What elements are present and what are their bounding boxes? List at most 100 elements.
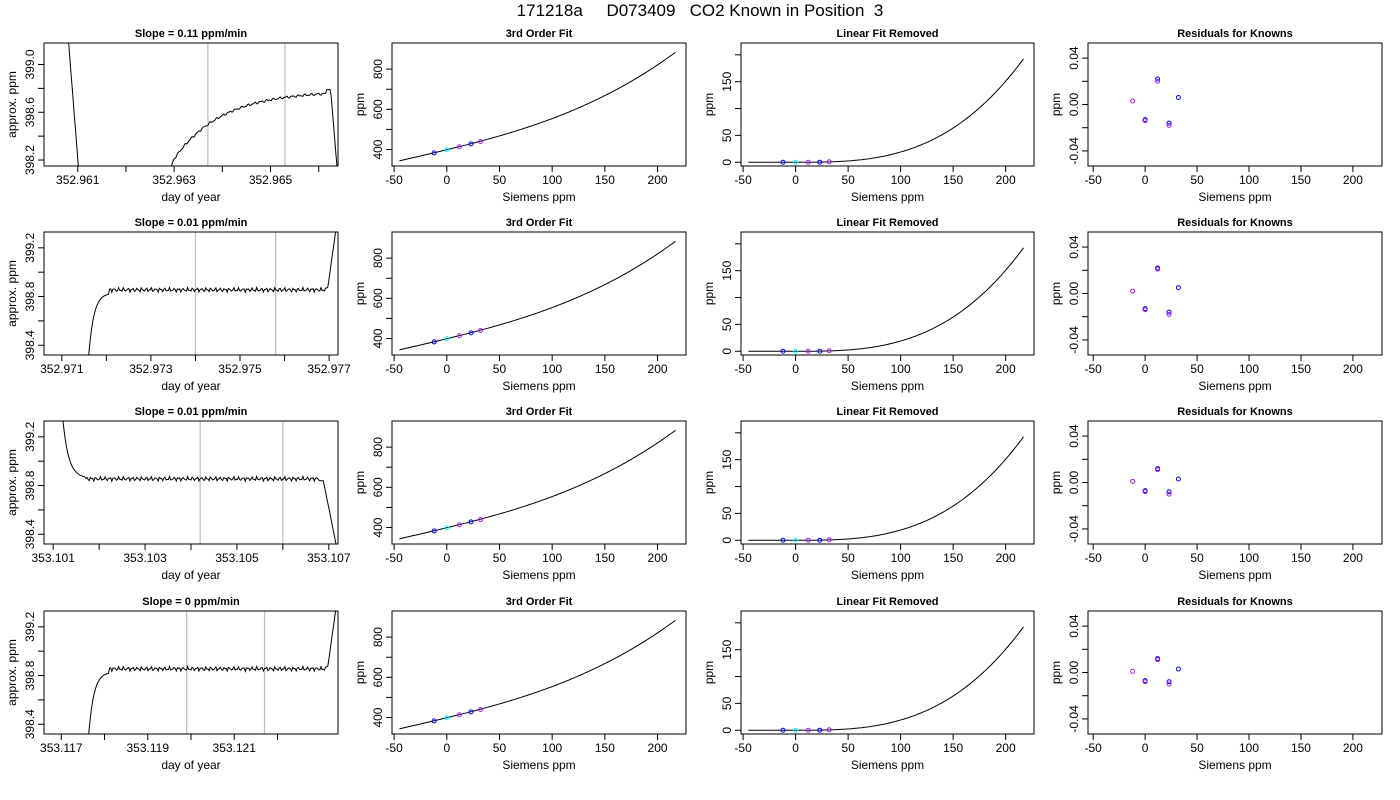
data-point bbox=[805, 537, 811, 543]
y-tick-label: 150 bbox=[720, 639, 734, 659]
x-tick-label: 150 bbox=[595, 173, 615, 187]
data-point bbox=[826, 537, 832, 543]
x-axis-label: Siemens ppm bbox=[502, 568, 575, 582]
plot-frame bbox=[43, 231, 339, 356]
x-tick-label: 50 bbox=[1190, 741, 1204, 755]
panel-title: 3rd Order Fit bbox=[506, 596, 573, 608]
y-tick-label: 398.4 bbox=[23, 519, 37, 549]
y-tick-label: 0.00 bbox=[1067, 660, 1081, 684]
y-axis-label: ppm bbox=[702, 471, 716, 494]
fit-curve-line bbox=[748, 247, 1024, 352]
x-tick-label: 200 bbox=[648, 362, 668, 376]
y-tick-label: 398.8 bbox=[23, 281, 37, 311]
data-point bbox=[431, 150, 437, 156]
residual-point bbox=[1175, 95, 1181, 101]
x-tick-label: 50 bbox=[841, 173, 855, 187]
trace-series-line bbox=[88, 611, 337, 734]
x-tick-label: 0 bbox=[1142, 551, 1149, 565]
panel-fit-row-3: 3rd Order Fit -50 0 50 100 150 200 400 600 800 Sie… bbox=[353, 406, 687, 582]
data-point bbox=[444, 715, 450, 721]
x-tick-label: 100 bbox=[1239, 173, 1259, 187]
plot-area bbox=[62, 421, 337, 544]
x-tick-label: 50 bbox=[841, 741, 855, 755]
plot-frame bbox=[1087, 420, 1383, 545]
y-axis-label: approx. ppm bbox=[5, 639, 19, 706]
plot-frame bbox=[43, 42, 339, 167]
residual-point bbox=[1166, 491, 1172, 497]
panel-trace-row-4: Slope = 0 ppm/min 353.117 353.119 353.121 39… bbox=[5, 596, 339, 772]
x-tick-label: 200 bbox=[648, 551, 668, 565]
residual-point bbox=[1130, 668, 1136, 674]
data-point bbox=[478, 706, 484, 712]
x-axis-label: Siemens ppm bbox=[851, 758, 924, 772]
plot-area bbox=[399, 240, 676, 351]
x-tick-label: -50 bbox=[385, 362, 403, 376]
data-point bbox=[793, 159, 799, 165]
panel-resid-row-4: Residuals for Knowns -50 0 50 100 150 200 -0.04… bbox=[1049, 596, 1383, 772]
x-tick-label: 0 bbox=[1142, 741, 1149, 755]
x-tick-label: 50 bbox=[1190, 173, 1204, 187]
x-tick-label: -50 bbox=[734, 362, 752, 376]
x-tick-label: 352.971 bbox=[40, 362, 84, 376]
residual-point bbox=[1142, 307, 1148, 313]
y-axis-label: approx. ppm bbox=[5, 71, 19, 138]
plot-area bbox=[88, 611, 337, 734]
x-tick-label: 100 bbox=[542, 362, 562, 376]
panel-title: 3rd Order Fit bbox=[506, 28, 573, 40]
x-tick-label: 150 bbox=[1291, 741, 1311, 755]
x-tick-label: 200 bbox=[1343, 362, 1363, 376]
y-tick-label: 0 bbox=[720, 537, 734, 544]
panel-title: 3rd Order Fit bbox=[506, 406, 573, 418]
x-tick-label: 353.107 bbox=[307, 551, 351, 565]
data-point bbox=[780, 159, 786, 165]
plot-frame bbox=[391, 231, 687, 356]
panel-title: Residuals for Knowns bbox=[1177, 406, 1293, 418]
panel-fit-row-1: 3rd Order Fit -50 0 50 100 150 200 400 600 800 Sie… bbox=[353, 28, 687, 204]
x-tick-label: 200 bbox=[648, 173, 668, 187]
y-tick-label: 400 bbox=[371, 328, 385, 348]
plot-frame bbox=[43, 420, 339, 545]
x-tick-label: 353.117 bbox=[40, 741, 83, 755]
data-point bbox=[817, 727, 823, 733]
panel-trace-row-1: Slope = 0.11 ppm/min 352.961 352.963 352.96… bbox=[5, 28, 339, 204]
x-tick-label: 50 bbox=[841, 362, 855, 376]
data-point bbox=[826, 727, 832, 733]
panel-title: Residuals for Knowns bbox=[1177, 217, 1293, 229]
y-tick-label: 600 bbox=[371, 99, 385, 119]
panel-title: Slope = 0.01 ppm/min bbox=[135, 217, 248, 229]
residual-point bbox=[1142, 489, 1148, 495]
residual-point bbox=[1166, 311, 1172, 317]
x-axis-label: Siemens ppm bbox=[1198, 568, 1271, 582]
residual-point bbox=[1166, 120, 1172, 126]
data-point bbox=[478, 516, 484, 522]
x-tick-label: 200 bbox=[996, 741, 1016, 755]
residual-point bbox=[1175, 476, 1181, 482]
x-axis-label: day of year bbox=[161, 568, 220, 582]
fit-curve-line bbox=[399, 240, 676, 351]
panel-title: Linear Fit Removed bbox=[836, 28, 938, 40]
x-tick-label: 100 bbox=[891, 173, 911, 187]
x-tick-label: 150 bbox=[943, 551, 963, 565]
y-axis-label: approx. ppm bbox=[5, 260, 19, 327]
trace-series-line bbox=[68, 43, 338, 166]
x-tick-label: 0 bbox=[1142, 362, 1149, 376]
x-axis-label: Siemens ppm bbox=[1198, 758, 1271, 772]
data-point bbox=[478, 138, 484, 144]
residual-point bbox=[1155, 467, 1161, 473]
x-tick-label: 50 bbox=[493, 551, 507, 565]
panel-title: 3rd Order Fit bbox=[506, 217, 573, 229]
x-tick-label: -50 bbox=[734, 741, 752, 755]
x-tick-label: 353.103 bbox=[123, 551, 167, 565]
panel-resid-row-2: Residuals for Knowns -50 0 50 100 150 200 -0.04… bbox=[1049, 217, 1383, 393]
page-title: 171218a D073409 CO2 Known in Position 3 bbox=[516, 1, 884, 20]
residual-point bbox=[1166, 679, 1172, 685]
x-tick-label: 200 bbox=[1343, 551, 1363, 565]
data-point bbox=[456, 333, 462, 339]
x-tick-label: 100 bbox=[891, 741, 911, 755]
panel-fit-row-4: 3rd Order Fit -50 0 50 100 150 200 400 600 800 Sie… bbox=[353, 596, 687, 772]
y-axis-label: ppm bbox=[353, 93, 367, 116]
residual-point bbox=[1166, 489, 1172, 495]
x-tick-label: 100 bbox=[1239, 741, 1259, 755]
y-tick-label: 0.04 bbox=[1067, 235, 1081, 259]
plot-area bbox=[748, 58, 1024, 165]
